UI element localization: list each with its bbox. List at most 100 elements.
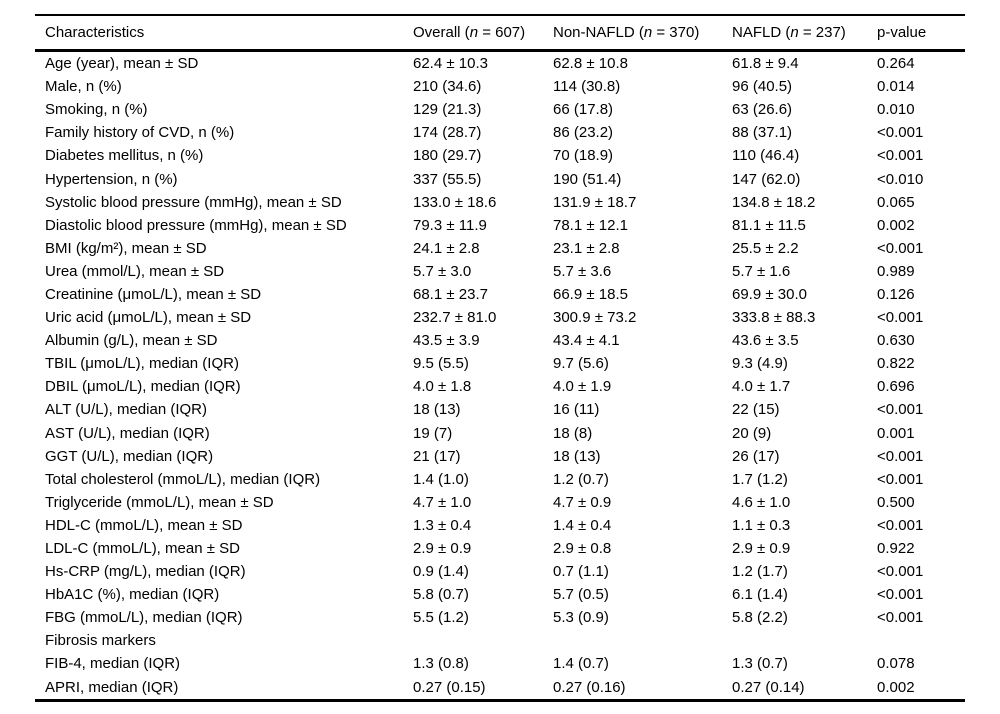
col-header-nafld-prefix: NAFLD ( (732, 24, 791, 41)
cell-p-value: <0.001 (877, 124, 924, 142)
row-label: Hs-CRP (mg/L), median (IQR) (45, 563, 246, 581)
cell-overall: 210 (34.6) (413, 78, 482, 96)
table-row: DBIL (μmoL/L), median (IQR) 4.0 ± 1.8 4.0 … (35, 375, 965, 398)
cell-nafld: 6.1 (1.4) (732, 586, 788, 604)
cell-nafld: 1.7 (1.2) (732, 470, 788, 488)
cell-nafld: 1.1 ± 0.3 (732, 516, 791, 534)
cell-non-nafld: 70 (18.9) (553, 147, 614, 165)
table-row: Family history of CVD, n (%) 174 (28.7) 86… (35, 121, 965, 144)
cell-p-value: 0.264 (877, 55, 915, 73)
row-label: HbA1C (%), median (IQR) (45, 586, 220, 604)
cell-overall: 68.1 ± 23.7 (413, 285, 488, 303)
table-row: Systolic blood pressure (mmHg), mean ± S… (35, 191, 965, 214)
cell-non-nafld: 5.7 ± 3.6 (553, 262, 612, 280)
row-label: Diabetes mellitus, n (%) (45, 147, 204, 165)
cell-p-value: <0.001 (877, 401, 924, 419)
cell-nafld: 88 (37.1) (732, 124, 793, 142)
row-label: Hypertension, n (%) (45, 170, 178, 188)
cell-p-value: 0.822 (877, 355, 915, 373)
table-row: Hypertension, n (%) 337 (55.5) 190 (51.4) 1… (35, 167, 965, 190)
table-row: LDL-C (mmoL/L), mean ± SD 2.9 ± 0.9 2.9 ± … (35, 537, 965, 560)
cell-non-nafld: 18 (8) (553, 424, 593, 442)
table-row: Hs-CRP (mg/L), median (IQR) 0.9 (1.4) 0.7 … (35, 560, 965, 583)
cell-non-nafld: 1.4 ± 0.4 (553, 516, 612, 534)
row-label: Age (year), mean ± SD (45, 55, 199, 73)
row-label: Smoking, n (%) (45, 101, 148, 119)
cell-overall: 4.7 ± 1.0 (413, 493, 472, 511)
row-label: LDL-C (mmoL/L), mean ± SD (45, 540, 240, 558)
cell-overall: 174 (28.7) (413, 124, 482, 142)
cell-non-nafld: 62.8 ± 10.8 (553, 55, 628, 73)
table-row: BMI (kg/m²), mean ± SD 24.1 ± 2.8 23.1 ± 2… (35, 237, 965, 260)
row-label: Albumin (g/L), mean ± SD (45, 332, 218, 350)
row-label: TBIL (μmoL/L), median (IQR) (45, 355, 239, 373)
col-header-overall-prefix: Overall ( (413, 24, 470, 41)
cell-nafld: 1.3 (0.7) (732, 655, 788, 673)
row-label: Creatinine (μmoL/L), mean ± SD (45, 285, 262, 303)
table-row: AST (U/L), median (IQR) 19 (7) 18 (8) 20 (9… (35, 422, 965, 445)
characteristics-table: Characteristics Overall (n = 607) Non-NA… (35, 14, 965, 702)
table-row: HbA1C (%), median (IQR) 5.8 (0.7) 5.7 (0.5… (35, 583, 965, 606)
cell-non-nafld: 16 (11) (553, 401, 600, 419)
table-row: Triglyceride (mmoL/L), mean ± SD 4.7 ± 1.… (35, 491, 965, 514)
cell-p-value: 0.065 (877, 193, 915, 211)
cell-nafld: 2.9 ± 0.9 (732, 540, 791, 558)
cell-p-value: 0.014 (877, 78, 915, 96)
cell-nafld: 1.2 (1.7) (732, 563, 788, 581)
cell-nafld: 26 (17) (732, 447, 780, 465)
cell-p-value: <0.001 (877, 309, 924, 327)
row-label: Uric acid (μmoL/L), mean ± SD (45, 309, 252, 327)
cell-nafld (732, 629, 877, 652)
col-header-non-nafld-suffix: = 370) (652, 24, 700, 41)
cell-nafld: 22 (15) (732, 401, 780, 419)
col-header-nafld-suffix: = 237) (798, 24, 846, 41)
cell-nafld: 5.7 ± 1.6 (732, 262, 791, 280)
cell-nafld: 4.6 ± 1.0 (732, 493, 791, 511)
cell-p-value: <0.001 (877, 563, 924, 581)
cell-non-nafld: 86 (23.2) (553, 124, 614, 142)
cell-non-nafld: 66.9 ± 18.5 (553, 285, 628, 303)
cell-overall: 62.4 ± 10.3 (413, 55, 488, 73)
table-row: FBG (mmoL/L), median (IQR) 5.5 (1.2) 5.3 (… (35, 606, 965, 629)
cell-non-nafld: 190 (51.4) (553, 170, 622, 188)
table-row: Albumin (g/L), mean ± SD 43.5 ± 3.9 43.4 ±… (35, 329, 965, 352)
cell-p-value: <0.001 (877, 470, 924, 488)
cell-p-value: 0.010 (877, 101, 915, 119)
cell-p-value: 0.001 (877, 424, 915, 442)
cell-nafld: 43.6 ± 3.5 (732, 332, 799, 350)
cell-overall: 129 (21.3) (413, 101, 482, 119)
cell-non-nafld (553, 629, 732, 652)
cell-non-nafld: 1.4 (0.7) (553, 655, 609, 673)
table-header-row: Characteristics Overall (n = 607) Non-NA… (35, 15, 965, 52)
row-label: FBG (mmoL/L), median (IQR) (45, 609, 243, 627)
section-row: Fibrosis markers (35, 629, 965, 652)
row-label: Male, n (%) (45, 78, 122, 96)
cell-nafld: 20 (9) (732, 424, 772, 442)
col-header-p-value: p-value (877, 15, 965, 52)
col-header-nafld: NAFLD (n = 237) (732, 15, 877, 52)
cell-nafld: 25.5 ± 2.2 (732, 239, 799, 257)
cell-overall: 1.3 (0.8) (413, 655, 469, 673)
cell-nafld: 81.1 ± 11.5 (732, 216, 806, 234)
cell-nafld: 333.8 ± 88.3 (732, 309, 816, 327)
cell-overall: 1.4 (1.0) (413, 470, 469, 488)
cell-p-value: <0.001 (877, 516, 924, 534)
cell-p-value: 0.630 (877, 332, 915, 350)
table-row: Urea (mmol/L), mean ± SD 5.7 ± 3.0 5.7 ± 3… (35, 260, 965, 283)
cell-p-value: <0.001 (877, 447, 924, 465)
cell-non-nafld: 131.9 ± 18.7 (553, 193, 637, 211)
col-header-non-nafld: Non-NAFLD (n = 370) (553, 15, 732, 52)
cell-non-nafld: 66 (17.8) (553, 101, 614, 119)
cell-overall: 4.0 ± 1.8 (413, 378, 472, 396)
cell-nafld: 69.9 ± 30.0 (732, 285, 807, 303)
cell-nafld: 147 (62.0) (732, 170, 801, 188)
col-header-non-nafld-prefix: Non-NAFLD ( (553, 24, 644, 41)
table-row: Creatinine (μmoL/L), mean ± SD 68.1 ± 23.… (35, 283, 965, 306)
cell-nafld: 63 (26.6) (732, 101, 793, 119)
cell-p-value: <0.001 (877, 586, 924, 604)
row-label: Urea (mmol/L), mean ± SD (45, 262, 225, 280)
cell-p-value: <0.001 (877, 147, 924, 165)
row-label: Triglyceride (mmoL/L), mean ± SD (45, 493, 274, 511)
table-row: Male, n (%) 210 (34.6) 114 (30.8) 96 (40.5)… (35, 75, 965, 98)
table-row: Total cholesterol (mmoL/L), median (IQR)… (35, 468, 965, 491)
